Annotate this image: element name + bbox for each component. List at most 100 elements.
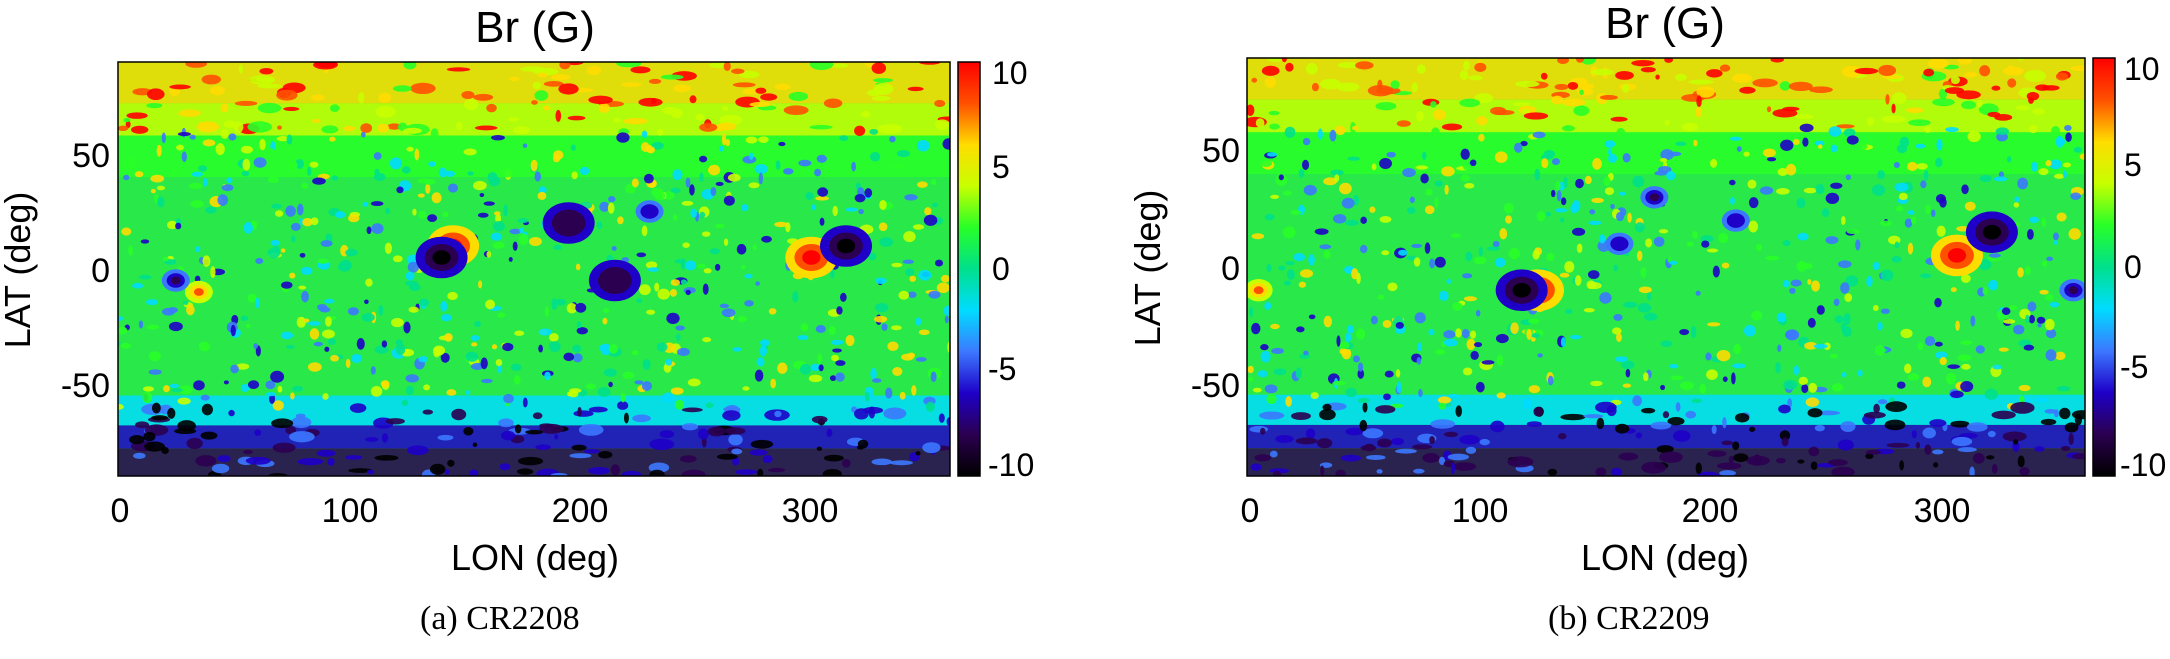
field-spot	[1701, 240, 1710, 248]
field-spot	[499, 463, 511, 471]
field-spot	[1604, 140, 1616, 148]
y-axis: 50 0 -50 LAT (deg)	[1127, 132, 1240, 405]
field-spot	[869, 128, 879, 135]
field-spot	[1278, 265, 1286, 271]
field-spot	[1446, 278, 1451, 284]
field-spot	[2071, 410, 2085, 420]
field-spot	[701, 231, 711, 237]
field-spot	[1296, 326, 1305, 333]
field-spot	[418, 356, 429, 363]
field-spot	[195, 246, 201, 253]
field-spot	[1719, 64, 1731, 72]
field-spot	[1877, 321, 1883, 331]
field-spot	[2073, 146, 2083, 153]
field-spot	[902, 259, 915, 264]
field-spot	[1972, 453, 1985, 464]
field-spot	[397, 122, 408, 132]
field-spot	[418, 298, 430, 307]
field-spot	[915, 317, 922, 326]
field-spot	[174, 428, 197, 435]
field-spot	[285, 205, 296, 217]
field-spot	[1666, 170, 1676, 181]
field-spot	[636, 252, 647, 258]
field-spot	[858, 208, 864, 215]
field-spot	[255, 76, 275, 82]
caption-b: (b) CR2209	[1548, 600, 1710, 637]
field-spot	[209, 85, 225, 96]
field-spot	[1411, 243, 1423, 248]
field-spot	[1979, 174, 1992, 183]
field-spot	[874, 315, 888, 323]
field-spot	[1801, 384, 1809, 394]
field-spot	[1414, 312, 1426, 324]
field-spot	[1660, 149, 1674, 160]
field-spot	[161, 132, 166, 144]
field-spot	[835, 372, 845, 382]
field-spot	[2041, 217, 2046, 228]
field-spot	[1721, 262, 1730, 269]
field-spot	[198, 165, 208, 172]
field-spot	[408, 283, 421, 291]
field-spot	[617, 401, 629, 410]
field-spot	[1249, 306, 1254, 318]
field-spot	[433, 345, 446, 356]
field-spot	[1843, 128, 1856, 138]
field-spot	[220, 129, 229, 139]
field-spot	[666, 312, 680, 325]
field-spot	[792, 291, 799, 303]
field-spot	[1418, 388, 1423, 398]
field-spot	[1632, 395, 1643, 407]
field-spot	[223, 380, 229, 385]
field-spot	[617, 216, 624, 225]
field-spot	[731, 68, 745, 74]
field-spot	[1278, 174, 1284, 181]
field-spot	[537, 72, 548, 78]
field-spot	[758, 136, 769, 144]
field-spot	[1551, 158, 1560, 166]
field-spot	[1396, 120, 1411, 127]
field-spot	[916, 181, 928, 188]
field-spot	[210, 266, 216, 279]
field-spot	[1533, 406, 1543, 417]
field-spot	[1323, 250, 1331, 259]
field-spot	[1560, 217, 1565, 223]
field-spot	[1295, 437, 1318, 445]
field-spot	[1904, 218, 1913, 228]
field-spot	[814, 168, 822, 177]
field-spot	[501, 430, 516, 441]
field-spot	[2068, 433, 2074, 446]
field-spot	[1301, 159, 1310, 171]
field-spot	[1732, 441, 1740, 451]
field-spot	[722, 410, 741, 421]
field-spot	[1925, 204, 1931, 215]
field-spot	[567, 115, 586, 121]
field-spot	[597, 387, 611, 398]
field-spot	[535, 444, 551, 451]
field-spot	[835, 360, 846, 366]
field-spot	[503, 393, 514, 404]
field-spot	[808, 374, 823, 383]
field-spot	[1266, 152, 1278, 157]
field-spot	[307, 362, 322, 372]
field-spot	[1252, 387, 1262, 393]
field-spot	[1558, 433, 1567, 440]
field-spot	[1831, 466, 1855, 476]
field-spot	[1351, 268, 1359, 280]
field-spot	[1420, 173, 1429, 184]
colorbar-tick-label: 0	[2124, 249, 2142, 285]
field-spot	[709, 155, 723, 161]
field-spot	[1571, 227, 1586, 236]
field-spot	[544, 371, 551, 381]
field-spot	[1305, 63, 1318, 75]
field-spot	[1460, 148, 1470, 160]
field-spot	[1618, 452, 1639, 461]
field-spot	[186, 304, 195, 316]
field-spot	[1935, 193, 1946, 204]
field-spot	[1891, 103, 1896, 114]
field-spot	[1660, 384, 1666, 391]
field-spot	[1285, 62, 1294, 72]
field-spot	[1788, 81, 1813, 92]
field-spot	[291, 416, 312, 429]
field-spot	[2018, 384, 2031, 392]
field-spot	[1572, 200, 1581, 212]
